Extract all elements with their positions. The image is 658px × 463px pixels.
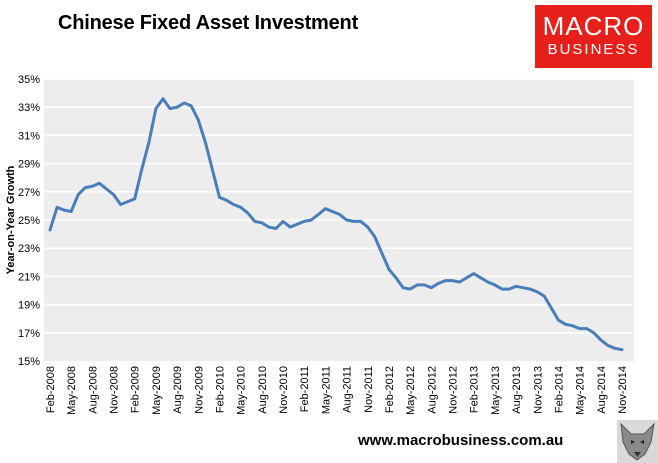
y-tick-label: 29% <box>18 159 40 171</box>
website-url[interactable]: www.macrobusiness.com.au <box>358 432 564 449</box>
x-tick-label: Aug-2011 <box>342 366 354 413</box>
y-tick-label: 19% <box>18 300 40 312</box>
x-tick-label: Feb-2010 <box>214 366 226 413</box>
x-tick-label: Feb-2013 <box>469 366 481 413</box>
x-tick-label: May-2009 <box>151 366 163 415</box>
x-tick-label: May-2013 <box>490 366 502 415</box>
x-tick-label: Nov-2008 <box>109 366 121 414</box>
x-tick-label: May-2014 <box>575 366 587 415</box>
x-tick-label: Nov-2013 <box>532 366 544 414</box>
y-tick-label: 33% <box>18 102 40 114</box>
x-tick-label: Feb-2012 <box>384 366 396 413</box>
x-tick-label: Feb-2008 <box>45 366 57 413</box>
y-tick-labels: 15% 17% 19% 21% 23% 25% 27% 29% 31% 33% 35% <box>18 74 40 368</box>
y-tick-label: 35% <box>18 74 40 86</box>
y-tick-label: 17% <box>18 328 40 340</box>
x-tick-label: Nov-2010 <box>278 366 290 414</box>
x-tick-label: May-2010 <box>236 366 248 415</box>
logo-line1: MACRO <box>542 11 645 41</box>
macro-business-logo: MACRO BUSINESS <box>535 5 652 68</box>
y-tick-label: 23% <box>18 243 40 255</box>
x-tick-label: Aug-2008 <box>87 366 99 414</box>
x-tick-label: Aug-2014 <box>596 366 608 414</box>
x-tick-label: Nov-2014 <box>617 366 629 414</box>
series-line <box>48 97 624 352</box>
y-tick-label: 21% <box>18 271 40 283</box>
x-tick-label: Nov-2009 <box>193 366 205 414</box>
x-tick-labels: Feb-2008 May-2008 Aug-2008 Nov-2008 Feb-2009… <box>45 366 629 415</box>
x-tick-label: May-2011 <box>320 366 332 414</box>
x-tick-label: Feb-2014 <box>553 366 565 413</box>
x-tick-label: Aug-2013 <box>511 366 523 414</box>
logo-line2: BUSINESS <box>547 41 640 58</box>
x-tick-label: Aug-2010 <box>257 366 269 414</box>
y-axis-title: Year-on-Year Growth <box>5 165 17 274</box>
y-tick-label: 27% <box>18 187 40 199</box>
y-tick-label: 31% <box>18 130 40 142</box>
chart-title: Chinese Fixed Asset Investment <box>58 12 359 34</box>
x-tick-label: May-2008 <box>66 366 78 415</box>
y-tick-label: 15% <box>18 356 40 368</box>
x-tick-label: Feb-2009 <box>130 366 142 413</box>
gridlines <box>44 78 634 334</box>
x-tick-label: May-2012 <box>405 366 417 415</box>
x-tick-label: Nov-2012 <box>448 366 460 414</box>
x-tick-label: Nov-2011 <box>363 366 375 413</box>
wolf-logo-icon <box>617 420 658 463</box>
y-tick-label: 25% <box>18 215 40 227</box>
x-tick-label: Aug-2012 <box>426 366 438 414</box>
x-tick-label: Aug-2009 <box>172 366 184 414</box>
x-tick-label: Feb-2011 <box>299 366 311 412</box>
